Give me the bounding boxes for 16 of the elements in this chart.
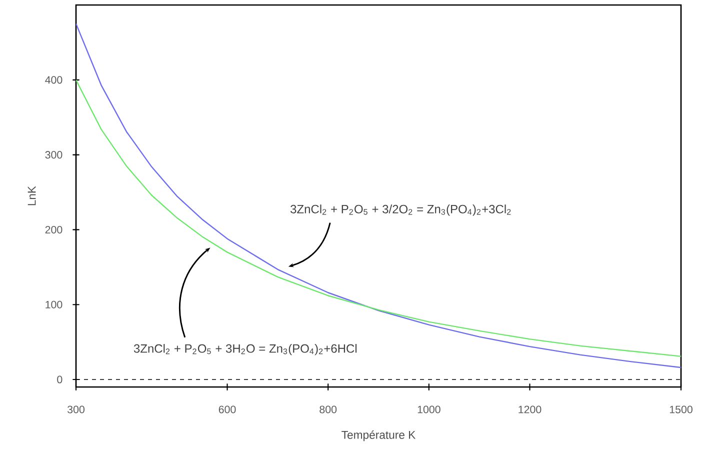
y-tick-label: 400 — [45, 76, 62, 84]
x-tick-label: 1000 — [418, 406, 440, 414]
y-axis-title: LnK — [28, 186, 36, 206]
y-tick-label: 0 — [57, 376, 62, 384]
x-tick-label: 600 — [218, 406, 236, 414]
x-tick-label: 1500 — [670, 406, 692, 414]
x-tick-label: 300 — [68, 406, 84, 414]
text: 3ZnCl$_{2}$ + P$_{2}$O$_{5}$ + 3H$_{2}$O = Zn$_{3}$(PO$_{4}$)$_{2}$+6HCl — [134, 344, 357, 356]
text: 3ZnCl$_{2}$ + P$_{2}$O$_{5}$ + 3/2O$_{2}$ = Zn$_{3}$(PO$_{4}$)$_{2}$+3Cl$_{2}$ — [290, 204, 511, 216]
x-tick-label: 800 — [320, 406, 337, 414]
y-tick-label: 200 — [45, 226, 62, 234]
y-tick-label: 300 — [45, 151, 62, 159]
x-axis-title: Température K — [342, 430, 416, 442]
line-series — [76, 23, 682, 368]
x-tick-label: 1200 — [518, 406, 542, 414]
y-tick-label: 100 — [46, 300, 62, 308]
